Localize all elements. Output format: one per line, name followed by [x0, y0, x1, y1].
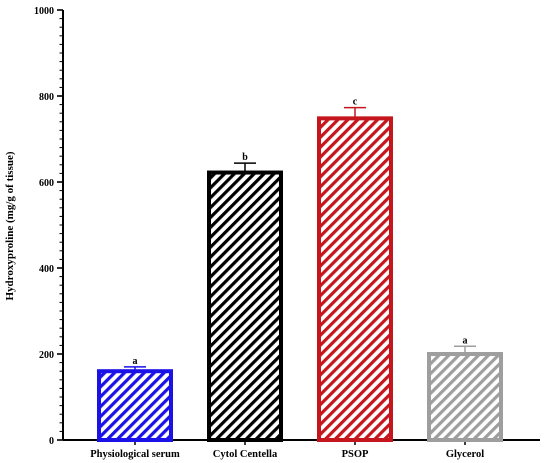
bar-group: a: [97, 356, 173, 443]
y-tick-label: 400: [39, 264, 54, 275]
x-tick-label: Glycerol: [446, 449, 484, 460]
significance-letter: a: [463, 335, 468, 346]
bar: [207, 170, 283, 442]
significance-letter: a: [133, 356, 138, 367]
bar: [427, 352, 503, 442]
y-axis: 0 200 400 600 800 1000: [34, 6, 64, 447]
x-axis: Physiological serum Cytol Centella PSOP Gly…: [63, 439, 540, 460]
significance-letter: c: [353, 97, 358, 108]
x-tick-label: PSOP: [342, 449, 369, 460]
bar-group: c: [317, 97, 393, 443]
y-tick-label: 800: [39, 92, 54, 103]
y-axis-label: Hydroxyproline (mg/g of tissue): [4, 151, 16, 300]
bar-group: a: [427, 335, 503, 442]
y-tick-label: 200: [39, 350, 54, 361]
x-tick-label: Cytol Centella: [213, 449, 278, 460]
y-tick-label: 1000: [34, 6, 54, 17]
bar-group: b: [207, 152, 283, 442]
y-tick-label: 600: [39, 178, 54, 189]
bars: a b c a: [97, 97, 503, 443]
significance-letter: b: [242, 152, 248, 163]
bar: [317, 116, 393, 443]
y-tick-label: 0: [49, 436, 54, 447]
bar: [97, 369, 173, 443]
x-tick-label: Physiological serum: [90, 449, 180, 460]
